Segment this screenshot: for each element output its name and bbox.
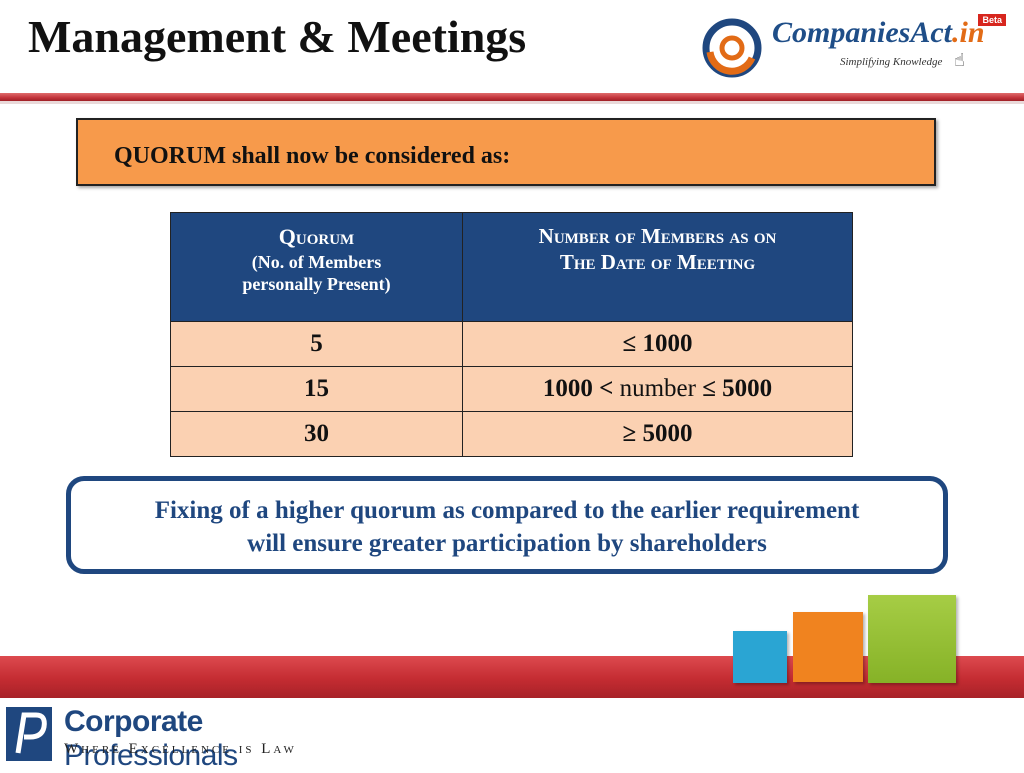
quorum-note-text: Fixing of a higher quorum as compared to… <box>71 495 943 560</box>
quorum-cell: 30 <box>170 411 463 457</box>
decorative-blue-square <box>733 631 787 683</box>
pointer-hand-icon: ☝ <box>954 50 965 71</box>
header-quorum: Quorum (No. of Members personally Presen… <box>170 212 463 322</box>
table-row: 5 ≤ 1000 <box>170 321 853 367</box>
header-members: Number of Members as on The Date of Meet… <box>462 212 853 322</box>
header-divider <box>0 93 1024 101</box>
quorum-banner-text: QUORUM shall now be considered as: <box>114 143 511 169</box>
corporate-professionals-logo: Corporate Professionals Where Excellence… <box>6 705 336 772</box>
quorum-cell: 15 <box>170 366 463 412</box>
members-range-word: number <box>619 375 696 402</box>
members-range-high: ≤ 5000 <box>702 375 773 402</box>
corporate-professionals-name: Corporate Professionals <box>64 705 238 772</box>
header-quorum-title: Quorum <box>278 224 355 249</box>
companiesact-swirl-icon <box>702 18 762 78</box>
page-title: Management & Meetings <box>28 11 527 62</box>
members-cell: 1000 < number ≤ 5000 <box>462 366 853 412</box>
header-quorum-sub1: (No. of Members <box>251 251 382 272</box>
members-range-low: 1000 < <box>542 375 614 402</box>
quorum-note-box: Fixing of a higher quorum as compared to… <box>66 476 948 574</box>
corporate-professionals-p-icon <box>6 707 52 761</box>
header-members-line2: The Date of Meeting <box>559 250 756 275</box>
decorative-green-square <box>868 595 956 683</box>
quorum-table: Quorum (No. of Members personally Presen… <box>170 212 853 457</box>
note-line-2: will ensure greater participation by sha… <box>247 529 767 557</box>
companiesact-tagline: Simplifying Knowledge <box>840 56 943 68</box>
companiesact-logo: CompaniesAct.in Simplifying Knowledge Be… <box>700 14 1010 78</box>
header-divider-shadow <box>0 101 1024 104</box>
quorum-cell: 5 <box>170 321 463 367</box>
companiesact-logo-name: CompaniesAct.in <box>772 16 985 49</box>
beta-badge: Beta <box>978 14 1006 26</box>
table-row: 30 ≥ 5000 <box>170 411 853 457</box>
corporate-professionals-tagline: Where Excellence is Law <box>64 741 297 757</box>
decorative-orange-square <box>793 612 863 682</box>
note-line-1: Fixing of a higher quorum as compared to… <box>154 497 860 524</box>
table-row: 15 1000 < number ≤ 5000 <box>170 366 853 412</box>
members-cell: ≤ 1000 <box>462 321 853 367</box>
quorum-banner: QUORUM shall now be considered as: <box>76 118 936 186</box>
header-members-line1: Number of Members as on <box>538 224 777 248</box>
table-header-row: Quorum (No. of Members personally Presen… <box>170 212 853 322</box>
header-quorum-sub2: personally Present) <box>242 274 391 294</box>
members-cell: ≥ 5000 <box>462 411 853 457</box>
